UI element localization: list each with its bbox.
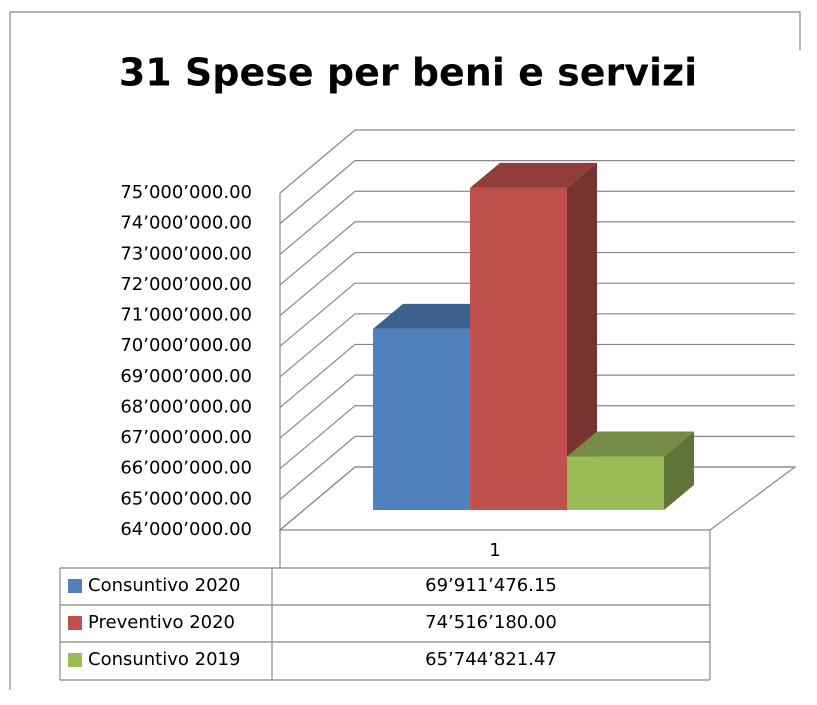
grid-line xyxy=(279,160,795,225)
y-tick-label: 67’000’000.00 xyxy=(120,427,252,448)
bar-side xyxy=(664,431,694,510)
y-tick-label: 71’000’000.00 xyxy=(120,305,252,326)
grid-line xyxy=(279,282,795,347)
bar-top xyxy=(567,431,694,457)
bar-top xyxy=(470,162,597,188)
bar-side xyxy=(567,162,597,510)
bar xyxy=(567,456,664,510)
data-label: 69’911’476.15 xyxy=(425,575,557,596)
bar xyxy=(470,187,567,510)
data-label: 65’744’821.47 xyxy=(425,649,557,670)
legend-swatch xyxy=(68,616,82,630)
legend-swatch xyxy=(68,653,82,667)
y-tick-label: 68’000’000.00 xyxy=(120,396,252,417)
legend-label: Consuntivo 2019 xyxy=(88,649,240,670)
grid-line xyxy=(279,190,795,255)
grid-line xyxy=(279,405,795,470)
chart-border xyxy=(9,11,801,690)
grid-line xyxy=(279,221,795,286)
y-tick-label: 75’000’000.00 xyxy=(120,182,252,203)
y-tick-label: 74’000’000.00 xyxy=(120,213,252,234)
legend-label: Consuntivo 2020 xyxy=(88,575,240,596)
bar-top xyxy=(373,303,500,329)
y-tick-label: 66’000’000.00 xyxy=(120,458,252,479)
y-tick-label: 69’000’000.00 xyxy=(120,366,252,387)
y-tick-label: 64’000’000.00 xyxy=(120,519,252,540)
y-tick-label: 72’000’000.00 xyxy=(120,274,252,295)
grid-line xyxy=(279,343,795,408)
grid-line xyxy=(279,374,795,439)
legend-swatch xyxy=(68,579,82,593)
grid-line xyxy=(279,313,795,378)
data-table xyxy=(59,530,711,681)
y-tick-label: 65’000’000.00 xyxy=(120,488,252,509)
legend-label: Preventivo 2020 xyxy=(88,612,235,633)
y-tick-label: 70’000’000.00 xyxy=(120,335,252,356)
bar xyxy=(373,328,470,510)
y-tick-label: 73’000’000.00 xyxy=(120,243,252,264)
grid-line xyxy=(279,129,795,194)
grid-line xyxy=(279,251,795,317)
x-tick-label: 1 xyxy=(489,540,500,561)
data-label: 74’516’180.00 xyxy=(425,612,557,633)
chart-title: 31 Spese per beni e servizi xyxy=(119,51,697,95)
